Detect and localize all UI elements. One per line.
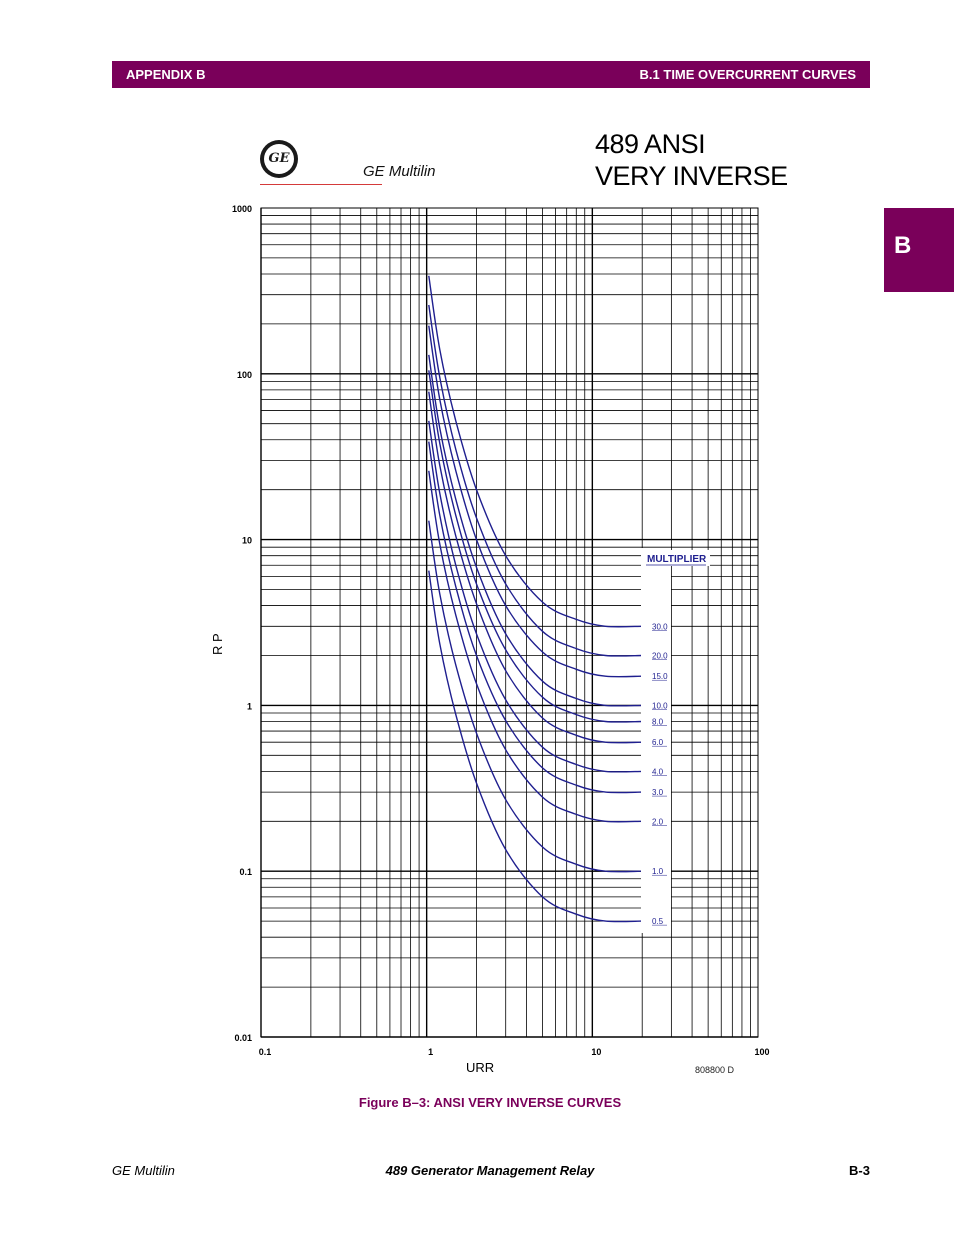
x-axis-label: URR	[466, 1060, 495, 1075]
y-tick-label: 0.1	[239, 867, 252, 877]
title-line-2: VERY INVERSE	[595, 161, 788, 191]
curve-multiplier-20-0	[428, 304, 643, 657]
logo-text: GE	[268, 151, 290, 166]
legend-background	[641, 548, 671, 933]
side-tab-label: B	[894, 232, 912, 259]
y-tick-label: 1000	[232, 204, 252, 214]
curve-label-8-0: 8.0	[652, 717, 664, 726]
x-tick-label: 100	[754, 1047, 769, 1057]
curve-multiplier-2-0	[428, 470, 643, 823]
curve-label-15-0: 15.0	[652, 672, 668, 681]
curve-label-30-0: 30.0	[652, 622, 668, 631]
curve-label-2-0: 2.0	[652, 817, 664, 826]
header-bar: APPENDIX B B.1 TIME OVERCURRENT CURVES	[112, 61, 870, 88]
curve-multiplier-8-0	[428, 370, 643, 723]
y-tick-label: 1	[247, 701, 252, 711]
footer-right: B-3	[849, 1163, 870, 1178]
curve-multiplier-1-0	[428, 520, 643, 873]
y-tick-label: 10	[242, 536, 252, 546]
ge-logo-icon: GE	[260, 140, 298, 178]
brand-name: GE Multilin	[363, 163, 436, 180]
y-tick-label: 0.01	[234, 1033, 252, 1043]
curve-layer	[428, 275, 643, 923]
drawing-code: 808800 D	[695, 1065, 735, 1075]
curve-label-10-0: 10.0	[652, 701, 668, 710]
x-tick-label: 10	[591, 1047, 601, 1057]
figure-caption: Figure B–3: ANSI VERY INVERSE CURVES	[358, 1095, 622, 1110]
legend-title-background	[644, 550, 710, 566]
footer-left: GE Multilin	[112, 1163, 175, 1178]
curve-label-4-0: 4.0	[652, 767, 664, 776]
curve-multiplier-4-0	[428, 420, 643, 773]
grid-layer	[260, 207, 759, 1038]
curve-label-3-0: 3.0	[652, 788, 664, 797]
x-tick-label: 1	[428, 1047, 433, 1057]
curve-multiplier-6-0	[428, 391, 643, 744]
curve-label-0-5: 0.5	[652, 917, 664, 926]
side-tab: B	[884, 208, 954, 292]
curve-multiplier-0-5	[428, 570, 643, 923]
curve-label-6-0: 6.0	[652, 738, 664, 747]
curve-label-20-0: 20.0	[652, 651, 668, 660]
header-right: B.1 TIME OVERCURRENT CURVES	[639, 67, 856, 82]
plot-frame	[260, 207, 759, 1038]
logo-inner: GE	[264, 144, 294, 174]
chart-title: 489 ANSI VERY INVERSE	[595, 128, 788, 192]
footer-center: 489 Generator Management Relay	[385, 1163, 595, 1178]
tick-layer: 1000 100 10 1 0.1 0.01 0.1 1 10 100	[232, 204, 770, 1057]
curve-multiplier-10-0	[428, 354, 643, 707]
curve-multiplier-3-0	[428, 441, 643, 794]
title-line-1: 489 ANSI	[595, 129, 706, 159]
curve-multiplier-15-0	[428, 325, 643, 678]
legend-layer: MULTIPLIER 30.0 20.0 15.0 10.0 8.0 6.0 4.0 3.0 2.…	[641, 548, 710, 933]
legend-title: MULTIPLIER	[647, 554, 707, 565]
y-tick-label: 100	[237, 370, 252, 380]
curve-multiplier-30-0	[428, 275, 643, 628]
curve-label-1-0: 1.0	[652, 867, 664, 876]
brand-underline	[260, 184, 382, 185]
x-tick-label: 0.1	[259, 1047, 272, 1057]
header-left: APPENDIX B	[126, 67, 206, 82]
